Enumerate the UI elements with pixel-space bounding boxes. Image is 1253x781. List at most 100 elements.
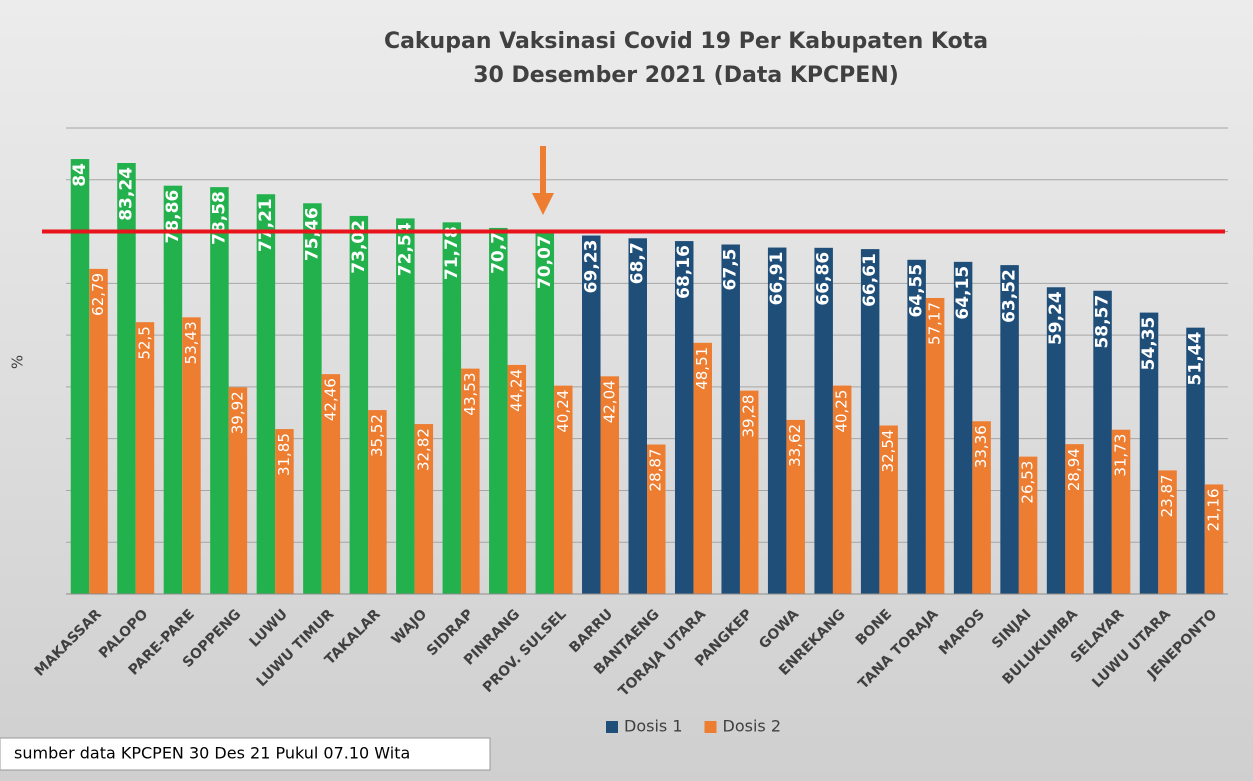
- bar: [275, 429, 294, 594]
- value-label: 78,58: [209, 191, 229, 245]
- value-label: 33,36: [972, 425, 990, 468]
- value-label: 28,87: [647, 449, 665, 492]
- bar: [1018, 456, 1038, 594]
- legend-label: Dosis 1: [624, 717, 683, 736]
- value-label: 44,24: [507, 369, 525, 412]
- bar: [182, 317, 201, 594]
- bar: [507, 364, 527, 594]
- value-label: 39,92: [228, 391, 246, 434]
- value-label: 40,24: [554, 390, 572, 433]
- value-label: 66,86: [814, 252, 834, 306]
- bar: [953, 261, 973, 594]
- bar: [693, 342, 712, 594]
- value-label: 66,91: [767, 252, 787, 306]
- bar: [135, 322, 155, 594]
- value-label: 52,5: [135, 326, 153, 359]
- value-label: 73,02: [349, 220, 369, 274]
- value-label: 70,07: [535, 235, 555, 289]
- value-label: 54,35: [1139, 317, 1159, 371]
- chart-subtitle: 30 Desember 2021 (Data KPCPEN): [473, 63, 899, 88]
- bar: [554, 385, 573, 594]
- bar: [814, 247, 833, 594]
- bar: [907, 259, 926, 594]
- bar: [210, 187, 229, 594]
- bar: [582, 235, 601, 594]
- value-label: 62,79: [89, 273, 107, 316]
- value-label: 71,78: [442, 226, 462, 280]
- value-label: 42,04: [600, 380, 618, 423]
- value-label: 64,15: [953, 266, 973, 320]
- value-label: 78,86: [163, 190, 183, 244]
- value-label: 40,25: [833, 390, 851, 433]
- value-label: 70,7: [488, 232, 508, 274]
- bar: [396, 218, 415, 595]
- bar: [163, 185, 183, 594]
- value-label: 67,5: [721, 249, 741, 291]
- value-label: 53,43: [182, 321, 200, 364]
- bar: [461, 368, 480, 594]
- bar: [1065, 444, 1084, 594]
- bar: [303, 203, 322, 594]
- legend-swatch: [606, 721, 618, 733]
- bar: [925, 297, 945, 594]
- bar: [442, 222, 462, 594]
- bar: [832, 385, 852, 594]
- value-label: 69,23: [581, 240, 601, 294]
- value-label: 31,73: [1112, 434, 1130, 477]
- source-note: sumber data KPCPEN 30 Des 21 Pukul 07.10…: [14, 744, 410, 763]
- bar: [228, 387, 248, 594]
- bar: [1046, 287, 1066, 594]
- value-label: 23,87: [1158, 474, 1176, 517]
- legend-label: Dosis 2: [723, 717, 782, 736]
- bar: [786, 419, 805, 594]
- bar: [600, 376, 620, 594]
- value-label: 68,7: [628, 242, 648, 284]
- bar: [972, 421, 991, 594]
- bar: [1158, 470, 1177, 594]
- bar: [674, 241, 694, 594]
- bar: [1204, 484, 1224, 594]
- bar: [860, 249, 880, 594]
- value-label: 32,54: [879, 430, 897, 473]
- bar: [628, 238, 647, 594]
- legend-swatch: [704, 721, 717, 733]
- bar: [721, 244, 740, 594]
- value-label: 75,46: [302, 207, 322, 261]
- value-label: 35,52: [368, 414, 386, 457]
- value-label: 57,17: [926, 302, 944, 345]
- y-axis-label: %: [9, 355, 27, 369]
- bar: [414, 424, 434, 594]
- value-label: 84: [70, 163, 90, 187]
- value-label: 59,24: [1046, 291, 1066, 345]
- value-label: 28,94: [1065, 448, 1083, 491]
- value-label: 66,61: [860, 253, 880, 307]
- value-label: 51,44: [1186, 331, 1206, 385]
- bar: [1139, 312, 1159, 594]
- chart-title: Cakupan Vaksinasi Covid 19 Per Kabupaten…: [384, 29, 988, 54]
- bar: [489, 227, 508, 595]
- bar: [1111, 429, 1131, 594]
- bar: [349, 215, 369, 594]
- bar: [256, 194, 276, 595]
- bar: [89, 268, 108, 594]
- value-label: 72,54: [395, 222, 415, 276]
- value-label: 43,53: [461, 373, 479, 416]
- value-label: 83,24: [116, 167, 136, 221]
- bar: [1093, 290, 1112, 594]
- bar: [1000, 265, 1019, 594]
- value-label: 21,16: [1205, 488, 1223, 531]
- arrow-head: [532, 193, 554, 215]
- bar: [879, 425, 898, 594]
- value-label: 42,46: [321, 378, 339, 421]
- bar: [739, 390, 759, 594]
- bar: [1186, 327, 1205, 594]
- bar: [117, 163, 136, 595]
- bar: [70, 159, 90, 595]
- source-box: [0, 737, 491, 771]
- value-label: 26,53: [1019, 461, 1037, 504]
- arrow: [532, 146, 554, 215]
- value-label: 33,62: [786, 424, 804, 467]
- value-label: 64,55: [907, 264, 927, 318]
